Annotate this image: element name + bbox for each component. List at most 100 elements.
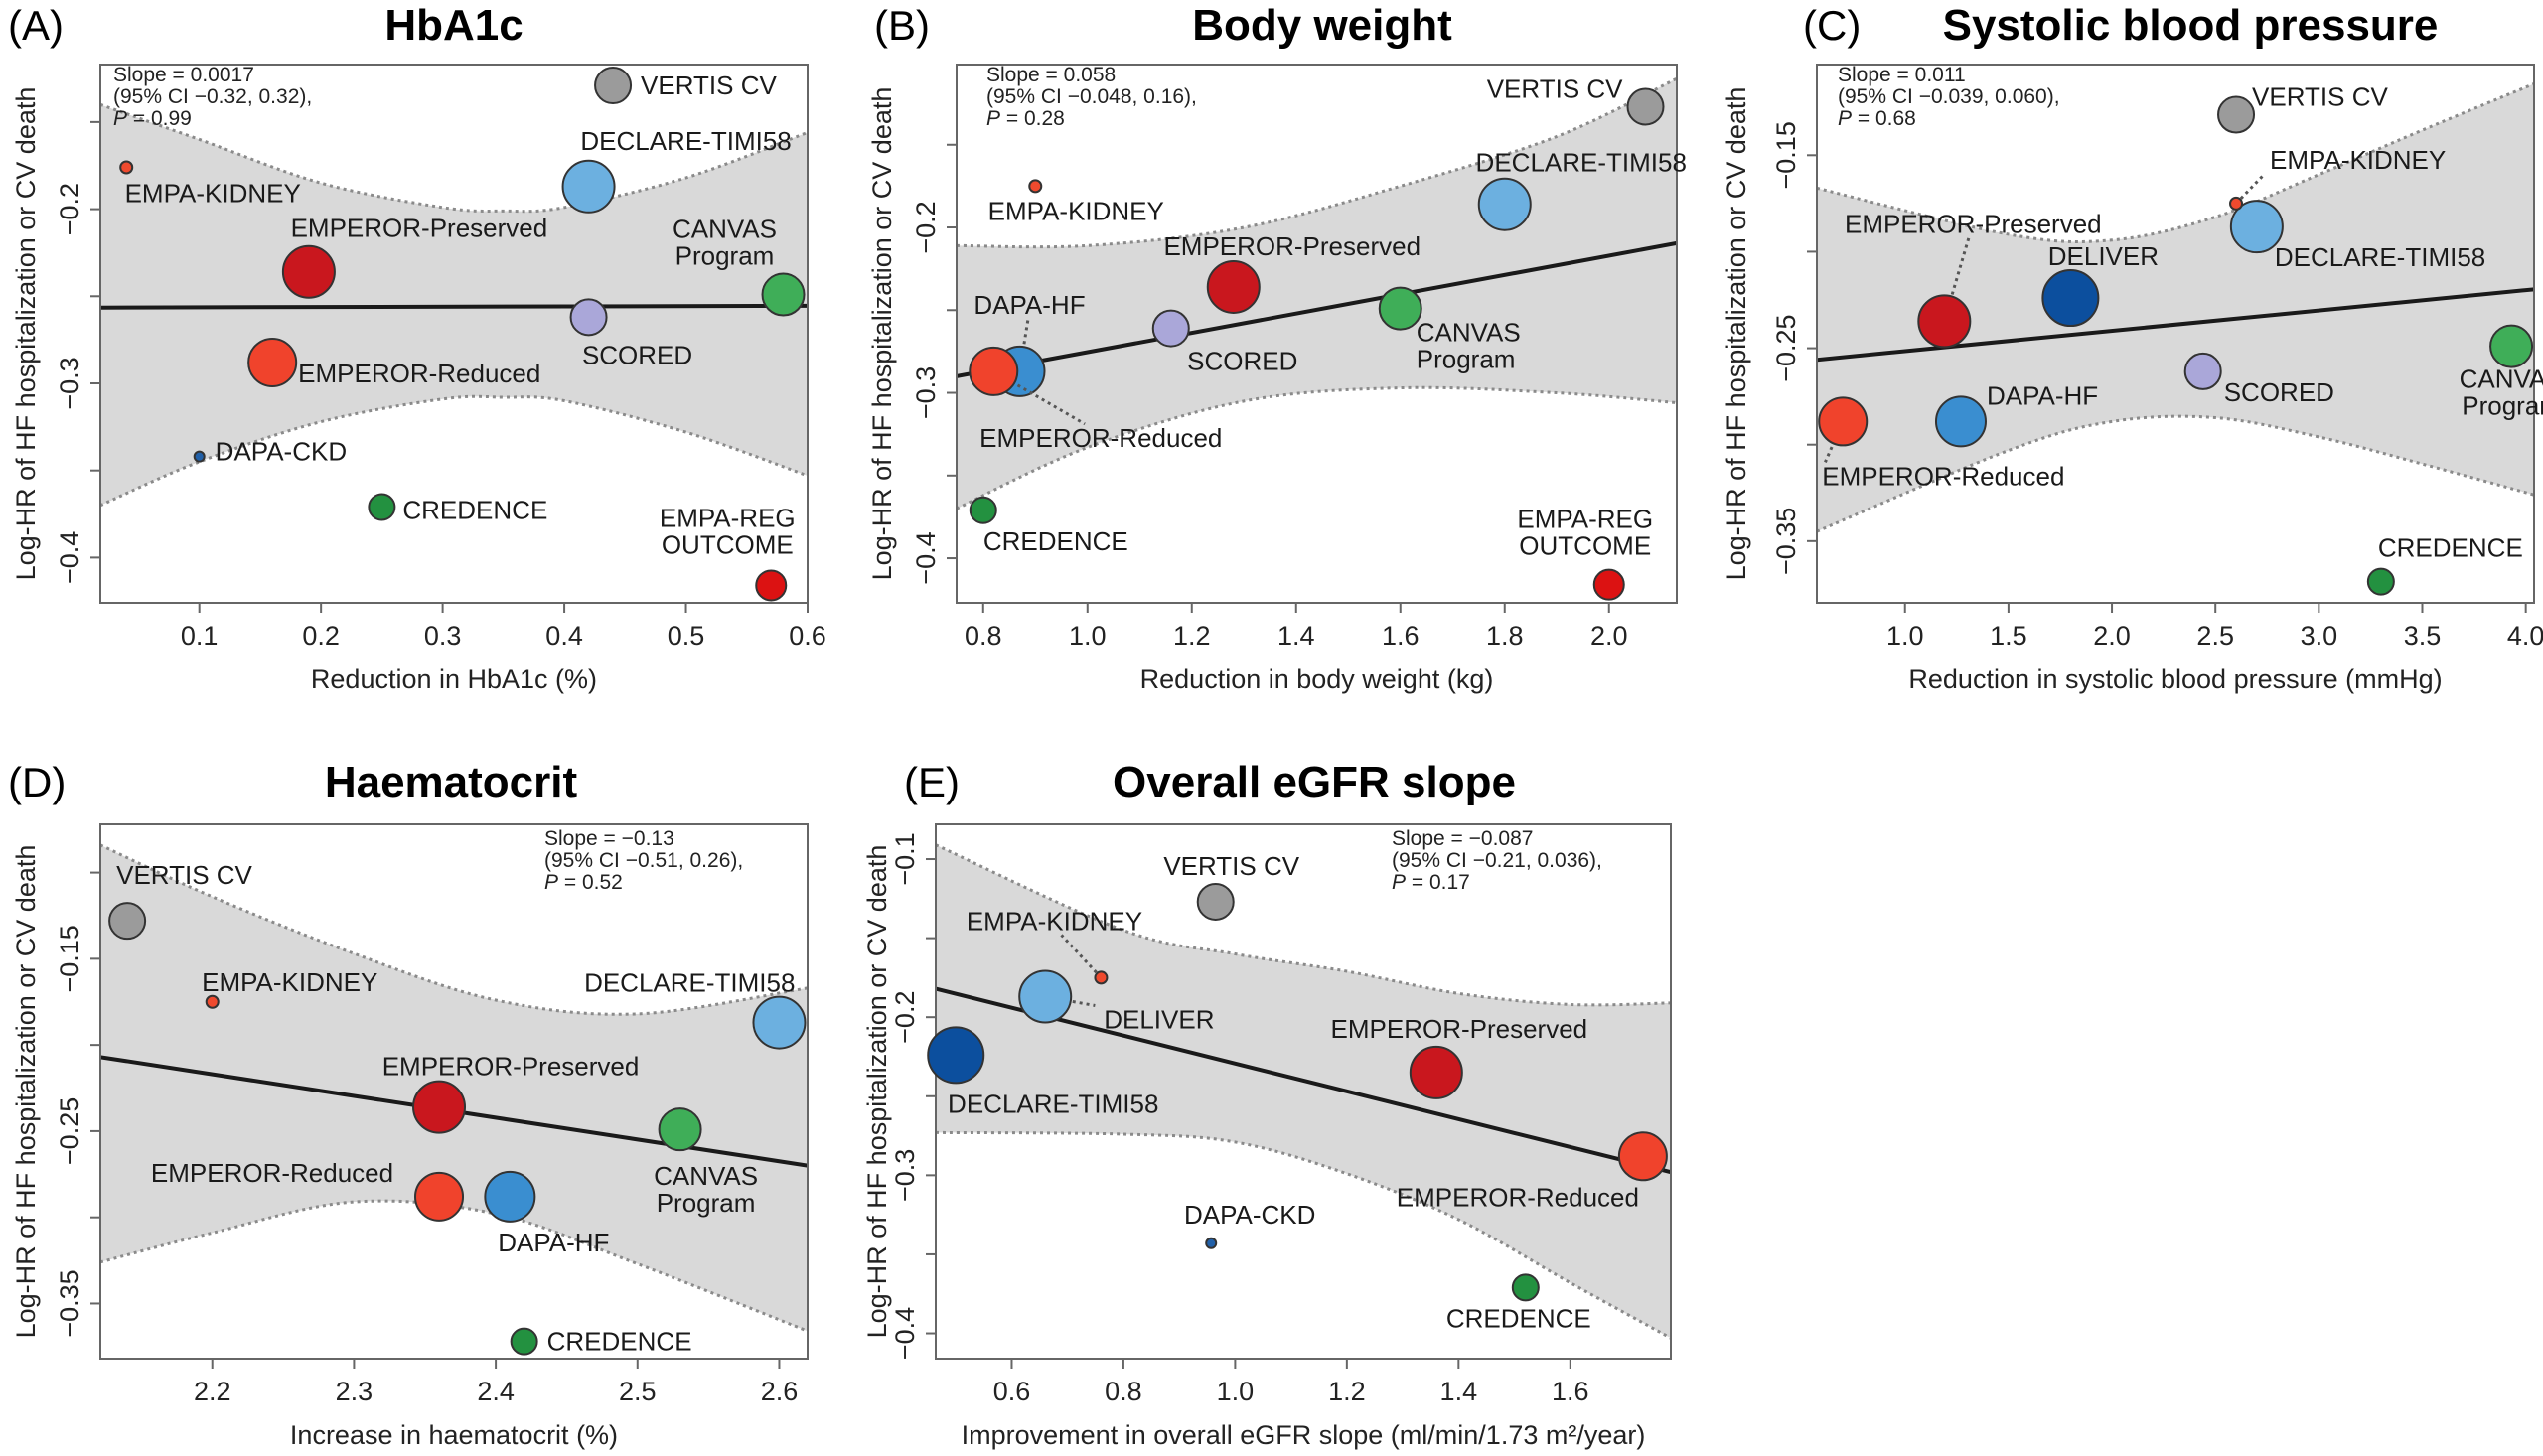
point-label-line: DECLARE-TIMI58 [2275, 242, 2485, 272]
annotation-line: (95% CI −0.048, 0.16), [986, 85, 1197, 108]
point-label-line: EMPEROR-Reduced [1822, 461, 2064, 491]
point-marker [1477, 177, 1532, 231]
point-label-line: CANVAS [1417, 318, 1521, 348]
point-marker [510, 1327, 538, 1356]
annotation-line: Slope = −0.13 [544, 827, 674, 850]
x-tick-label: 1.4 [1277, 621, 1315, 651]
point-label-line: CREDENCE [402, 496, 547, 525]
point-label-line: EMPA-KIDNEY [967, 906, 1142, 936]
p-value: = 0.99 [127, 107, 192, 130]
point-label-line: EMPA-KIDNEY [2270, 145, 2446, 175]
x-tick-label: 0.5 [668, 621, 705, 651]
y-tick-label: −0.3 [55, 357, 84, 409]
ci-upper-line [957, 76, 1677, 249]
ci-upper-line [100, 843, 808, 1016]
point-marker [969, 496, 997, 524]
x-tick-label: 2.0 [1590, 621, 1628, 651]
p-symbol: P [986, 107, 1000, 130]
point-label: EMPA-REG OUTCOME [1517, 505, 1653, 561]
point-label-line: VERTIS CV [1487, 73, 1623, 103]
point-marker [205, 994, 220, 1009]
panel-label: (B) [874, 2, 930, 49]
point-marker [119, 160, 134, 175]
x-tick-label: 0.8 [1105, 1377, 1142, 1406]
data-point: VERTIS CV [594, 67, 777, 105]
data-point: EMPA-KIDNEY [119, 160, 301, 208]
point-label: DAPA-HF [1987, 380, 2098, 410]
panel-label: (A) [8, 2, 64, 49]
point-label: DAPA-CKD [216, 437, 347, 467]
x-tick-label: 0.6 [789, 621, 826, 651]
data-point: VERTIS CV [1487, 73, 1665, 126]
point-marker [281, 244, 336, 299]
x-tick-label: 2.0 [2093, 621, 2131, 651]
x-axis-label: Improvement in overall eGFR slope (ml/mi… [962, 1420, 1646, 1450]
point-label: EMPEROR-Preserved [1163, 231, 1421, 261]
x-tick-label: 1.6 [1382, 621, 1420, 651]
x-tick-label: 1.8 [1486, 621, 1524, 651]
point-label: EMPEROR-Preserved [291, 214, 548, 243]
chart-title: Body weight [1192, 1, 1452, 50]
point-label-line: DAPA-CKD [216, 437, 347, 467]
y-axis-label: Log-HR of HF hospitalization or CV death [862, 845, 892, 1339]
point-marker [969, 346, 1019, 396]
p-value: = 0.68 [1852, 107, 1916, 130]
x-tick-label: 0.3 [424, 621, 462, 651]
point-label: SCORED [2224, 377, 2334, 407]
point-label: EMPEROR-Reduced [298, 359, 540, 388]
point-label-line: EMPA-KIDNEY [202, 967, 377, 997]
data-point: EMPEROR-Reduced [969, 346, 1222, 453]
point-marker [1818, 396, 1869, 447]
y-tick-label: −0.4 [890, 1307, 920, 1360]
point-label: DAPA-CKD [1184, 1200, 1315, 1230]
panel-label: (E) [904, 759, 960, 805]
point-label-line: DECLARE-TIMI58 [580, 126, 791, 156]
point-label-line: EMPEROR-Preserved [1845, 209, 2102, 238]
point-label: CREDENCE [1446, 1303, 1591, 1333]
x-tick-label: 1.4 [1440, 1377, 1478, 1406]
point-marker [2229, 196, 2244, 211]
point-marker [1151, 309, 1190, 348]
plot-frame [956, 64, 1678, 604]
point-label-line: DECLARE-TIMI58 [948, 1089, 1158, 1118]
data-point: EMPA-KIDNEY [202, 967, 377, 1009]
data-point: EMPEROR-Reduced [1397, 1131, 1668, 1212]
point-marker [1626, 87, 1665, 126]
point-label-line: DECLARE-TIMI58 [584, 968, 795, 998]
point-label-line: EMPEROR-Preserved [1163, 231, 1421, 261]
data-point: EMPEROR-Preserved [1845, 209, 2102, 349]
point-label: EMPA-KIDNEY [2270, 145, 2446, 175]
point-label-line: EMPA-REG [660, 503, 796, 532]
point-label-line: EMPA-KIDNEY [125, 178, 301, 208]
point-marker [658, 1107, 702, 1152]
p-symbol: P [113, 107, 127, 130]
x-tick-label: 1.2 [1173, 621, 1211, 651]
data-point: EMPEROR-Preserved [1331, 1014, 1587, 1099]
point-label: EMPEROR-Preserved [1845, 209, 2102, 238]
point-label-line: SCORED [2224, 377, 2334, 407]
point-label-line: VERTIS CV [641, 71, 777, 100]
data-point: VERTIS CV [2217, 82, 2388, 134]
point-label: EMPA-KIDNEY [967, 906, 1142, 936]
panel-e: (E) Overall eGFR slope 0.6 0.8 1.0 1.2 1.4 1.6 −… [862, 758, 1672, 1450]
point-label-line: Program [1417, 345, 1516, 374]
point-marker [2041, 269, 2100, 328]
point-label-line: VERTIS CV [1163, 851, 1299, 881]
point-marker [247, 337, 298, 387]
point-label-line: EMPEROR-Preserved [382, 1052, 640, 1082]
p-symbol: P [1392, 871, 1406, 894]
point-marker [1934, 395, 1987, 448]
point-marker [2489, 324, 2534, 368]
x-tick-label: 0.8 [965, 621, 1002, 651]
annotation-line: (95% CI −0.51, 0.26), [544, 849, 743, 872]
point-label: CREDENCE [2378, 533, 2523, 563]
data-point: EMPA-REG OUTCOME [660, 503, 796, 602]
point-label-line: DAPA-HF [973, 290, 1085, 320]
point-marker [1511, 1273, 1540, 1302]
p-symbol: P [544, 871, 558, 894]
leader-line [1060, 934, 1103, 979]
y-tick-label: −0.2 [55, 183, 84, 235]
point-label-line: DELIVER [2048, 241, 2159, 271]
data-point: DECLARE-TIMI58 [1476, 148, 1687, 231]
